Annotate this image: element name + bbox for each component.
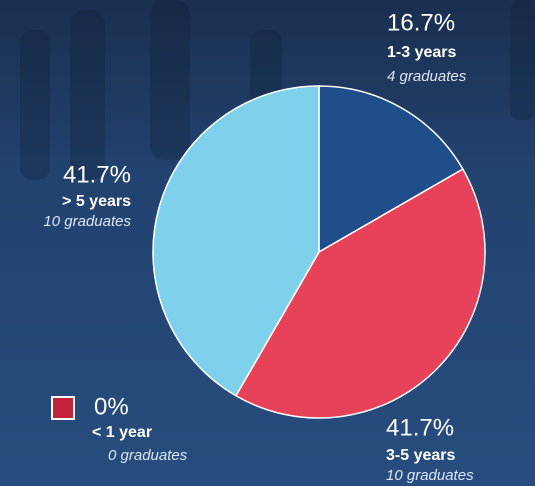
pie-slice bbox=[318, 85, 464, 254]
value-label: 16.7% bbox=[387, 9, 455, 36]
value-label: 0% bbox=[94, 393, 129, 420]
legend-swatch bbox=[51, 396, 75, 420]
category-label: 1-3 years bbox=[387, 44, 456, 61]
count-label: 4 graduates bbox=[387, 68, 467, 85]
category-label: < 1 year bbox=[92, 424, 152, 441]
count-label: 0 graduates bbox=[108, 447, 188, 464]
category-label: > 5 years bbox=[62, 193, 131, 210]
pie-slice bbox=[152, 85, 320, 397]
count-label: 10 graduates bbox=[386, 467, 474, 484]
count-label: 10 graduates bbox=[43, 213, 131, 230]
value-label: 41.7% bbox=[386, 414, 454, 441]
value-label: 41.7% bbox=[63, 161, 131, 188]
category-label: 3-5 years bbox=[386, 447, 455, 464]
background-figures bbox=[20, 0, 535, 180]
pie-slice bbox=[234, 168, 486, 419]
